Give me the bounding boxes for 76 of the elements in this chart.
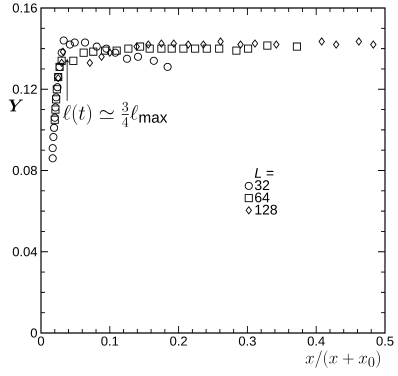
point bbox=[51, 106, 60, 114]
legend-label: 32 bbox=[254, 180, 270, 190]
y-tick-label: 0.12 bbox=[12, 84, 37, 94]
x-axis-title: $x/(x+x_0)$ bbox=[306, 350, 380, 368]
annotation: $\ell(t) \simeq \tfrac{3}{4}\ell_{\max}$ bbox=[62, 102, 168, 127]
x-tick-label: 0.5 bbox=[376, 336, 394, 346]
point bbox=[168, 44, 176, 53]
point bbox=[49, 132, 58, 142]
point bbox=[237, 40, 244, 49]
x-tick-label: 0 bbox=[38, 336, 44, 346]
point bbox=[164, 62, 172, 71]
point bbox=[52, 93, 60, 102]
point bbox=[133, 42, 140, 51]
point bbox=[58, 56, 66, 65]
point bbox=[232, 46, 240, 55]
point bbox=[217, 37, 224, 46]
point bbox=[52, 95, 60, 104]
point bbox=[200, 40, 207, 49]
point bbox=[66, 40, 74, 49]
point bbox=[112, 46, 121, 55]
point bbox=[111, 48, 120, 57]
x-tick-label: 0.1 bbox=[101, 336, 118, 346]
point bbox=[122, 54, 132, 63]
point bbox=[318, 37, 325, 46]
x-tick-label: 0.2 bbox=[170, 336, 187, 346]
point bbox=[80, 38, 90, 47]
y-tick-label: 0.04 bbox=[12, 247, 38, 256]
point bbox=[150, 56, 158, 65]
point bbox=[58, 48, 66, 57]
point bbox=[191, 44, 200, 53]
point bbox=[124, 44, 132, 53]
point bbox=[292, 42, 301, 51]
point bbox=[170, 40, 177, 48]
point bbox=[60, 48, 66, 56]
point bbox=[333, 40, 340, 49]
point bbox=[134, 52, 142, 61]
point bbox=[158, 40, 165, 48]
y-tick-label: 0.16 bbox=[12, 3, 37, 13]
point bbox=[179, 44, 188, 53]
legend-label: 128 bbox=[255, 204, 278, 215]
point bbox=[48, 144, 57, 152]
y-axis-title: $\boldsymbol{Y}$ bbox=[8, 100, 24, 112]
point bbox=[136, 42, 144, 51]
point bbox=[370, 40, 376, 49]
point bbox=[52, 85, 61, 94]
point bbox=[145, 40, 152, 49]
y-tick-label: 0 bbox=[30, 328, 37, 338]
y-tick-label: 0.08 bbox=[12, 166, 37, 176]
point bbox=[244, 44, 252, 53]
point bbox=[92, 42, 101, 51]
point bbox=[69, 56, 78, 65]
point bbox=[60, 36, 68, 45]
point bbox=[50, 116, 59, 124]
point bbox=[185, 40, 192, 49]
point bbox=[51, 103, 60, 112]
point bbox=[58, 58, 65, 67]
legend-label: 64 bbox=[255, 192, 270, 202]
point bbox=[202, 44, 211, 53]
point bbox=[273, 40, 280, 49]
point bbox=[50, 114, 59, 122]
point bbox=[157, 44, 166, 53]
legend-title: L = bbox=[254, 168, 274, 178]
point bbox=[48, 154, 57, 162]
x-tick-label: 0.4 bbox=[308, 336, 325, 346]
point bbox=[50, 124, 58, 132]
point bbox=[146, 44, 154, 53]
point bbox=[263, 42, 272, 50]
point bbox=[356, 37, 362, 46]
point bbox=[53, 83, 62, 92]
point bbox=[89, 48, 98, 56]
x-tick-label: 0.3 bbox=[238, 336, 256, 346]
point bbox=[86, 58, 93, 67]
point bbox=[215, 44, 224, 53]
point bbox=[80, 48, 88, 57]
point bbox=[252, 40, 258, 48]
point bbox=[70, 38, 79, 47]
